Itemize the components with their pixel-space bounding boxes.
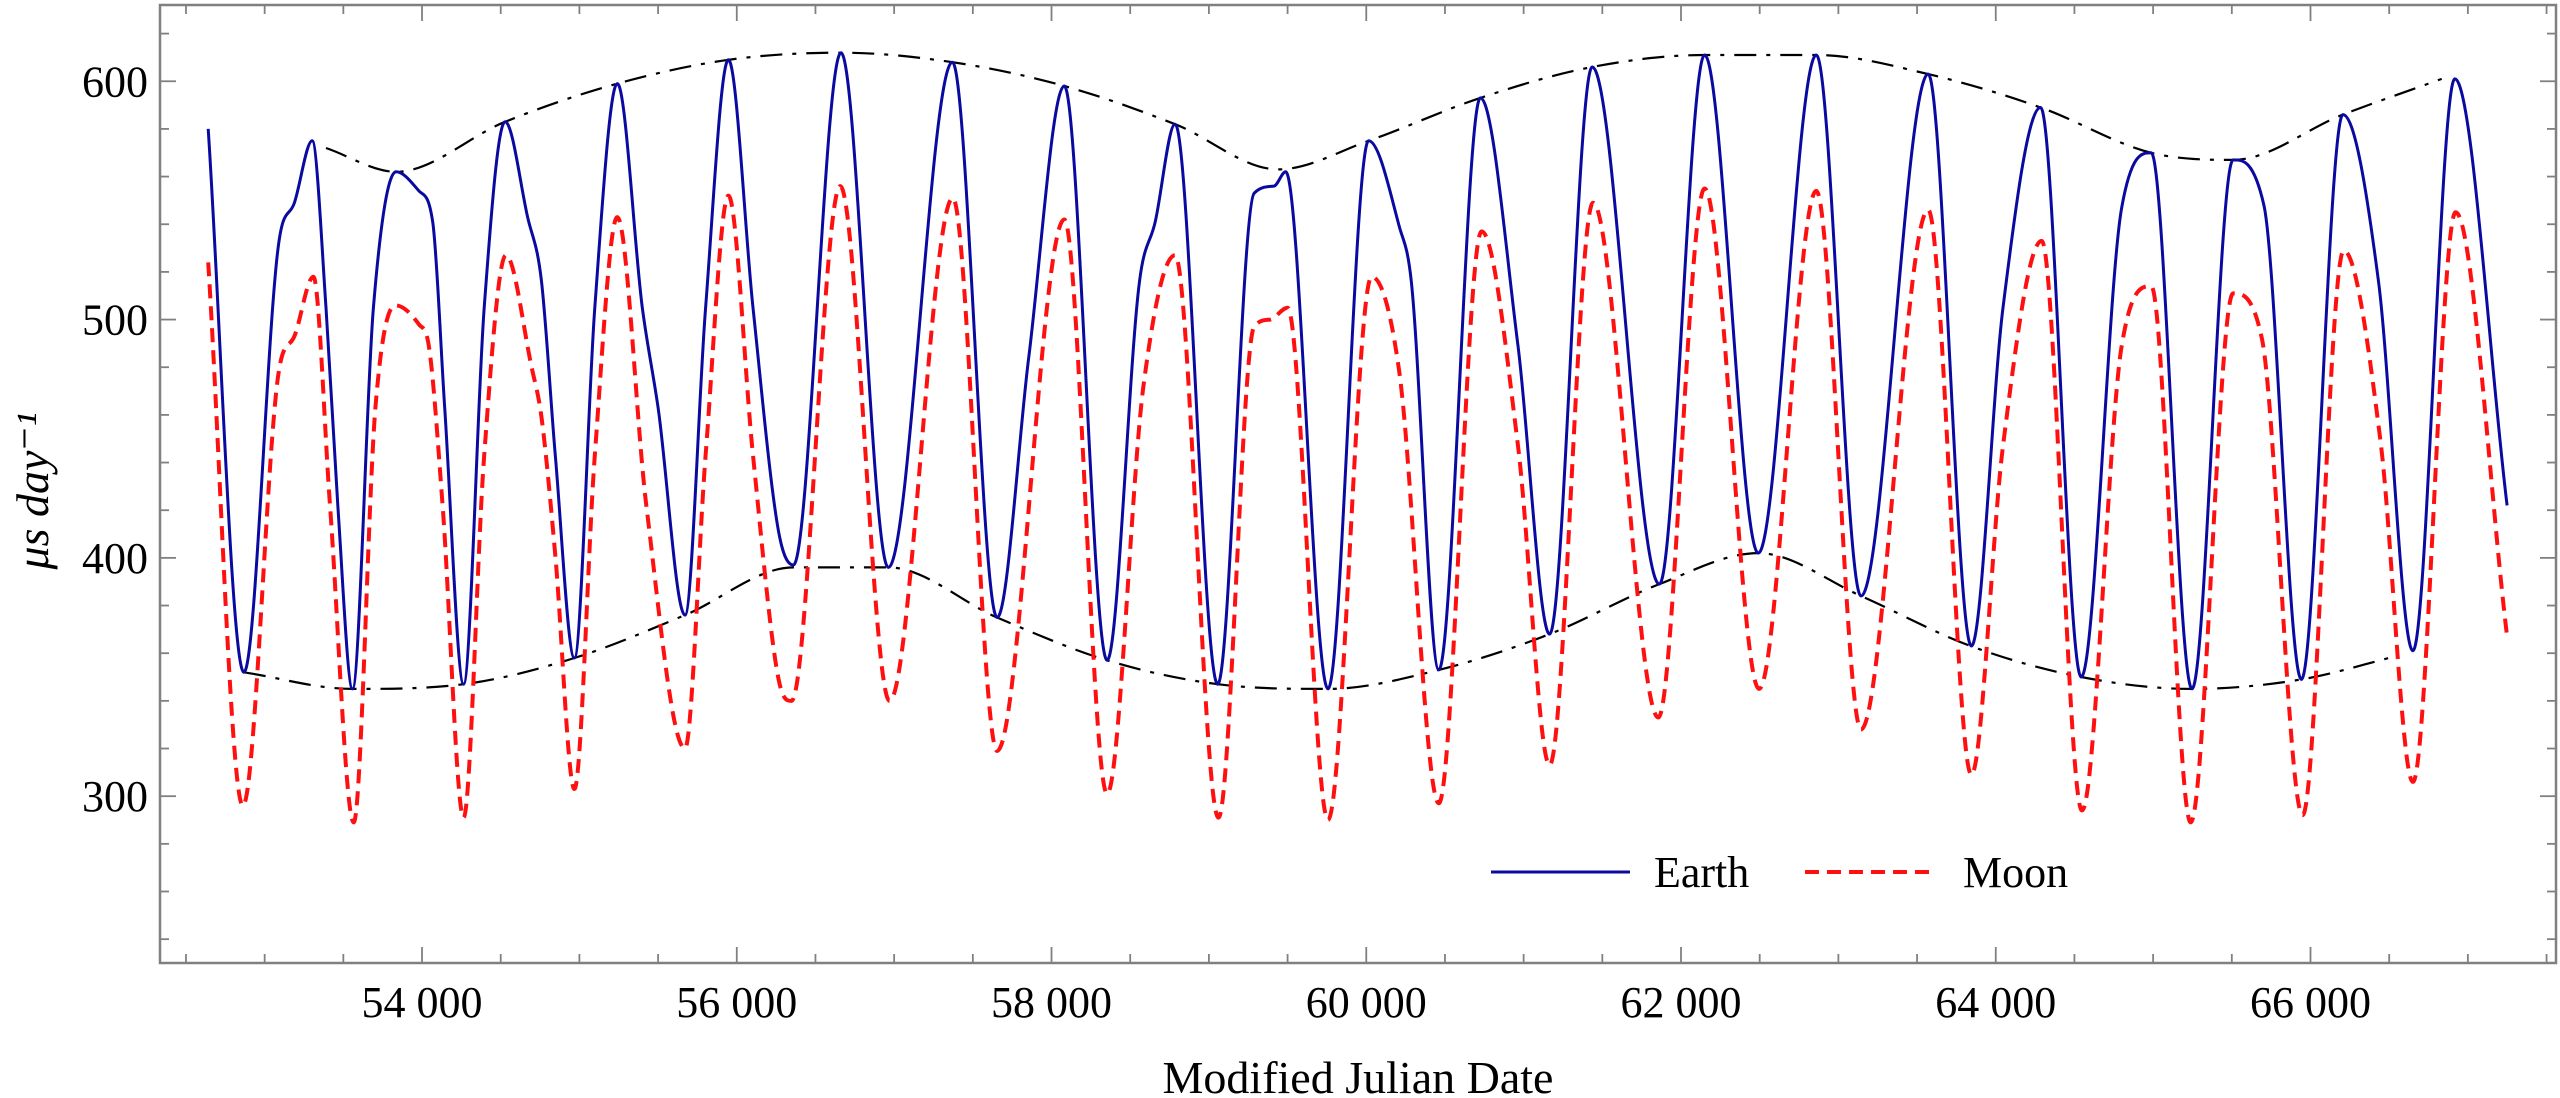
y-tick-label: 500 xyxy=(82,296,148,345)
earth-series-line xyxy=(206,51,2509,691)
y-axis-label: μs day⁻¹ xyxy=(7,413,58,571)
y-tick-label: 400 xyxy=(82,534,148,583)
axes: 54 000 56 000 58 000 60 000 62 000 64 000 66 0… xyxy=(82,3,2558,1027)
y-tick-label: 300 xyxy=(82,772,148,821)
x-tick-label: 66 000 xyxy=(2250,978,2371,1027)
plot-frame xyxy=(158,3,2558,965)
legend: Earth Moon xyxy=(1491,848,2068,897)
y-tick-label: 600 xyxy=(82,57,148,106)
x-tick-label: 54 000 xyxy=(362,978,483,1027)
legend-earth-label: Earth xyxy=(1654,848,1749,897)
legend-moon-label: Moon xyxy=(1963,848,2068,897)
x-tick-label: 60 000 xyxy=(1306,978,1427,1027)
lower-envelope-line xyxy=(243,551,2399,691)
x-tick-label: 64 000 xyxy=(1935,978,2056,1027)
upper-envelope-line xyxy=(325,51,2443,173)
moon-series-line xyxy=(206,184,2510,825)
x-tick-label: 62 000 xyxy=(1621,978,1742,1027)
x-tick-label: 58 000 xyxy=(991,978,1112,1027)
envelope-lines xyxy=(243,51,2443,691)
x-tick-label: 56 000 xyxy=(676,978,797,1027)
series-lines xyxy=(206,51,2510,825)
x-axis-label: Modified Julian Date xyxy=(1163,1052,1554,1098)
